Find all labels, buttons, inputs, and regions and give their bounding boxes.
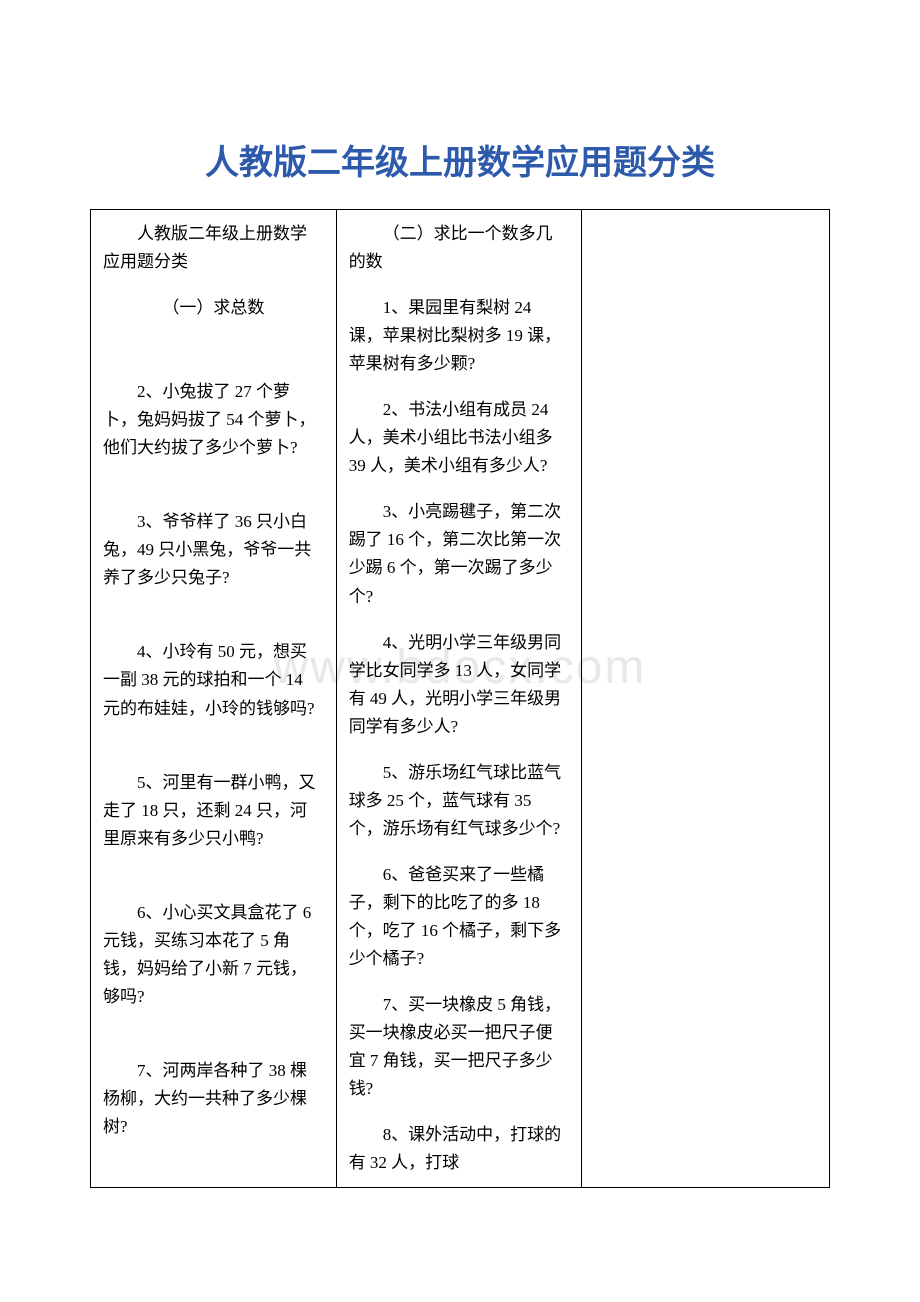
- problem-item: 6、小心买文具盒花了 6 元钱，买练习本花了 5 角钱，妈妈给了小新 7 元钱，…: [103, 899, 324, 1011]
- problem-item: 8、课外活动中，打球的有 32 人，打球: [349, 1121, 570, 1177]
- problem-item: 2、小兔拔了 27 个萝卜，兔妈妈拔了 54 个萝卜，他们大约拔了多少个萝卜?: [103, 378, 324, 462]
- column-1: 人教版二年级上册数学应用题分类 （一）求总数 2、小兔拔了 27 个萝卜，兔妈妈…: [91, 210, 337, 1188]
- problem-item: 1、果园里有梨树 24 课，苹果树比梨树多 19 课，苹果树有多少颗?: [349, 294, 570, 378]
- column-1-subtitle: （一）求总数: [103, 294, 324, 322]
- column-2: （二）求比一个数多几的数 1、果园里有梨树 24 课，苹果树比梨树多 19 课，…: [336, 210, 582, 1188]
- problem-item: 3、爷爷样了 36 只小白兔，49 只小黑兔，爷爷一共养了多少只兔子?: [103, 508, 324, 592]
- problem-item: 3、小亮踢毽子，第二次踢了 16 个，第二次比第一次少踢 6 个，第一次踢了多少…: [349, 498, 570, 610]
- problem-item: 2、书法小组有成员 24 人，美术小组比书法小组多 39 人，美术小组有多少人?: [349, 396, 570, 480]
- problem-item: 4、小玲有 50 元，想买一副 38 元的球拍和一个 14 元的布娃娃，小玲的钱…: [103, 638, 324, 722]
- problem-item: 6、爸爸买来了一些橘子，剩下的比吃了的多 18 个，吃了 16 个橘子，剩下多少…: [349, 861, 570, 973]
- column-3-empty: [582, 210, 830, 1188]
- problem-item: 7、买一块橡皮 5 角钱，买一块橡皮必买一把尺子便宜 7 角钱，买一把尺子多少钱…: [349, 991, 570, 1103]
- page-title: 人教版二年级上册数学应用题分类: [0, 0, 920, 209]
- content-table: 人教版二年级上册数学应用题分类 （一）求总数 2、小兔拔了 27 个萝卜，兔妈妈…: [90, 209, 830, 1188]
- table-row: 人教版二年级上册数学应用题分类 （一）求总数 2、小兔拔了 27 个萝卜，兔妈妈…: [91, 210, 830, 1188]
- column-1-heading: 人教版二年级上册数学应用题分类: [103, 220, 324, 276]
- problem-item: 7、河两岸各种了 38 棵杨柳，大约一共种了多少棵树?: [103, 1057, 324, 1141]
- problem-item: 5、游乐场红气球比蓝气球多 25 个，蓝气球有 35 个，游乐场有红气球多少个?: [349, 759, 570, 843]
- problem-item: 4、光明小学三年级男同学比女同学多 13 人，女同学有 49 人，光明小学三年级…: [349, 629, 570, 741]
- column-2-subtitle: （二）求比一个数多几的数: [349, 220, 570, 276]
- problem-item: 5、河里有一群小鸭，又走了 18 只，还剩 24 只，河里原来有多少只小鸭?: [103, 769, 324, 853]
